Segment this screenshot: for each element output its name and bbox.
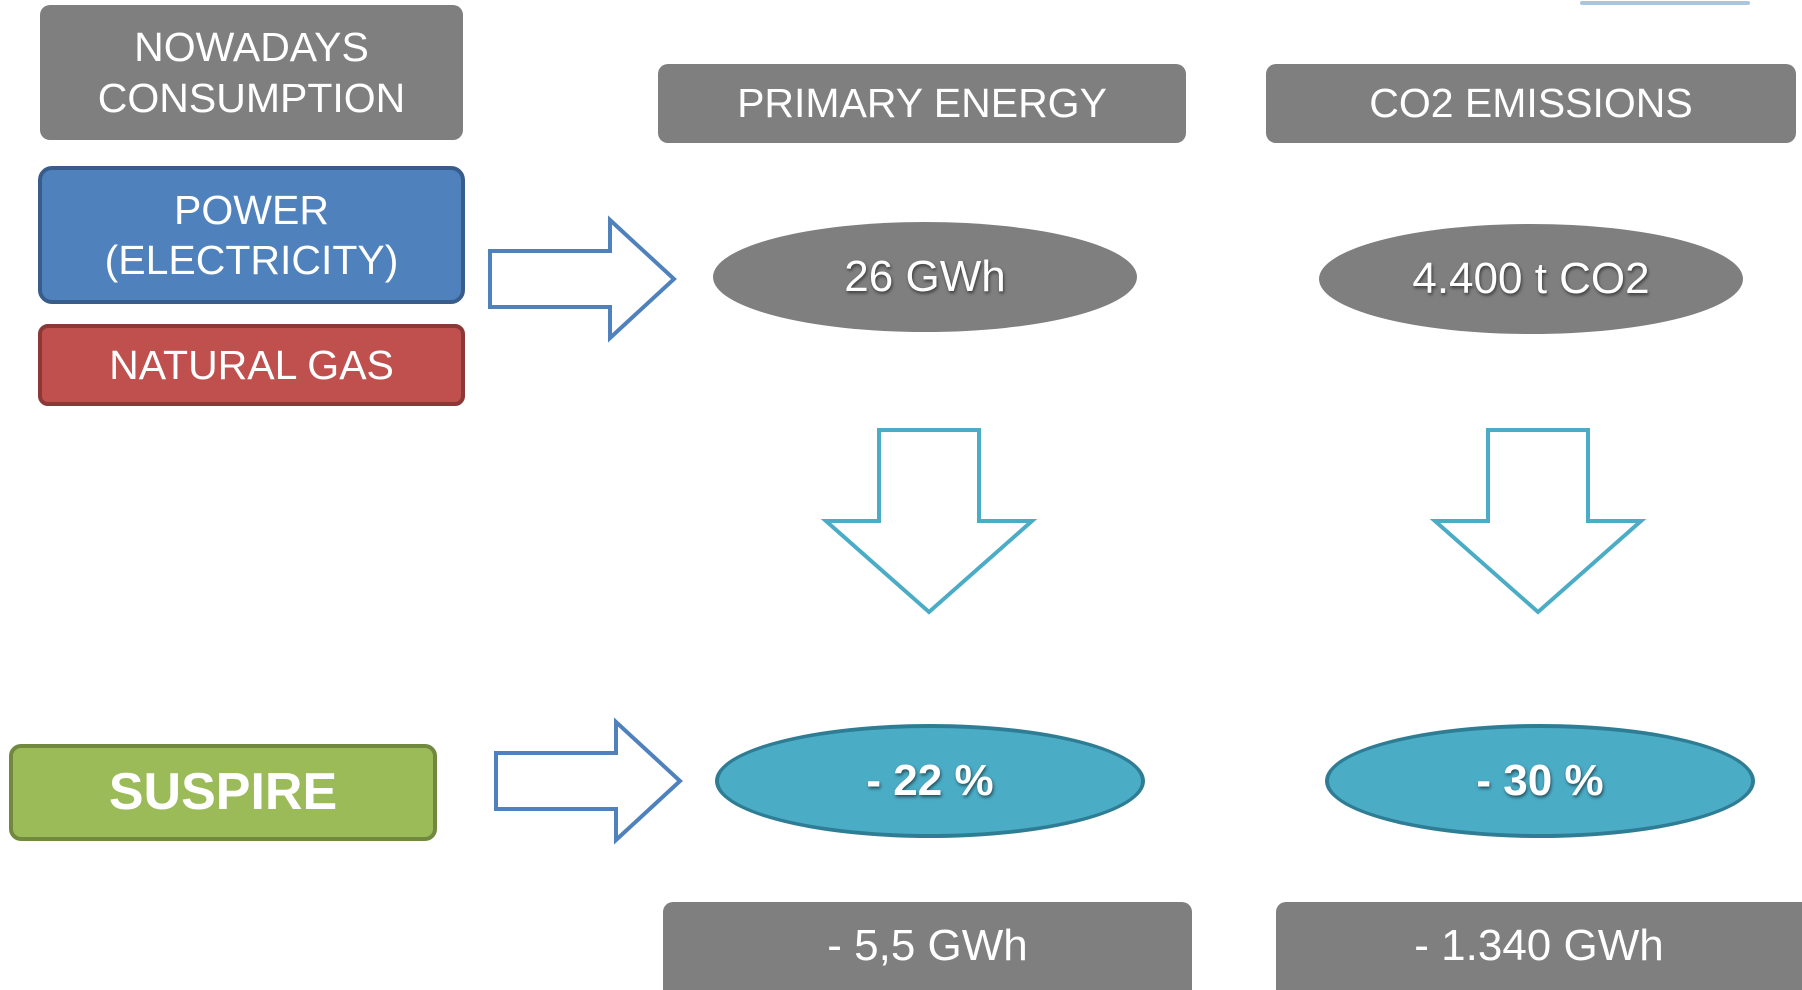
suspire-box: SUSPIRE [9,744,437,841]
co2-reduction-ellipse: - 30 % [1325,724,1755,838]
primary-energy-saving-box: - 5,5 GWh [663,902,1192,990]
primary-energy-reduction-ellipse: - 22 % [715,724,1145,838]
co2-saving-box: - 1.340 GWh [1276,902,1802,990]
co2-current-ellipse: 4.400 t CO2 [1319,224,1743,334]
arrow-right-icon [494,717,683,845]
nowadays-consumption-box: NOWADAYS CONSUMPTION [40,5,463,140]
arrow-right-icon [488,215,677,343]
natural-gas-box: NATURAL GAS [38,324,465,406]
power-electricity-box: POWER (ELECTRICITY) [38,166,465,304]
arrow-down-icon [1429,428,1647,615]
primary-energy-header: PRIMARY ENERGY [658,64,1186,143]
arrow-down-icon [820,428,1038,615]
co2-emissions-header: CO2 EMISSIONS [1266,64,1796,143]
primary-energy-current-ellipse: 26 GWh [713,222,1137,332]
logo-fragment [1572,0,1762,6]
